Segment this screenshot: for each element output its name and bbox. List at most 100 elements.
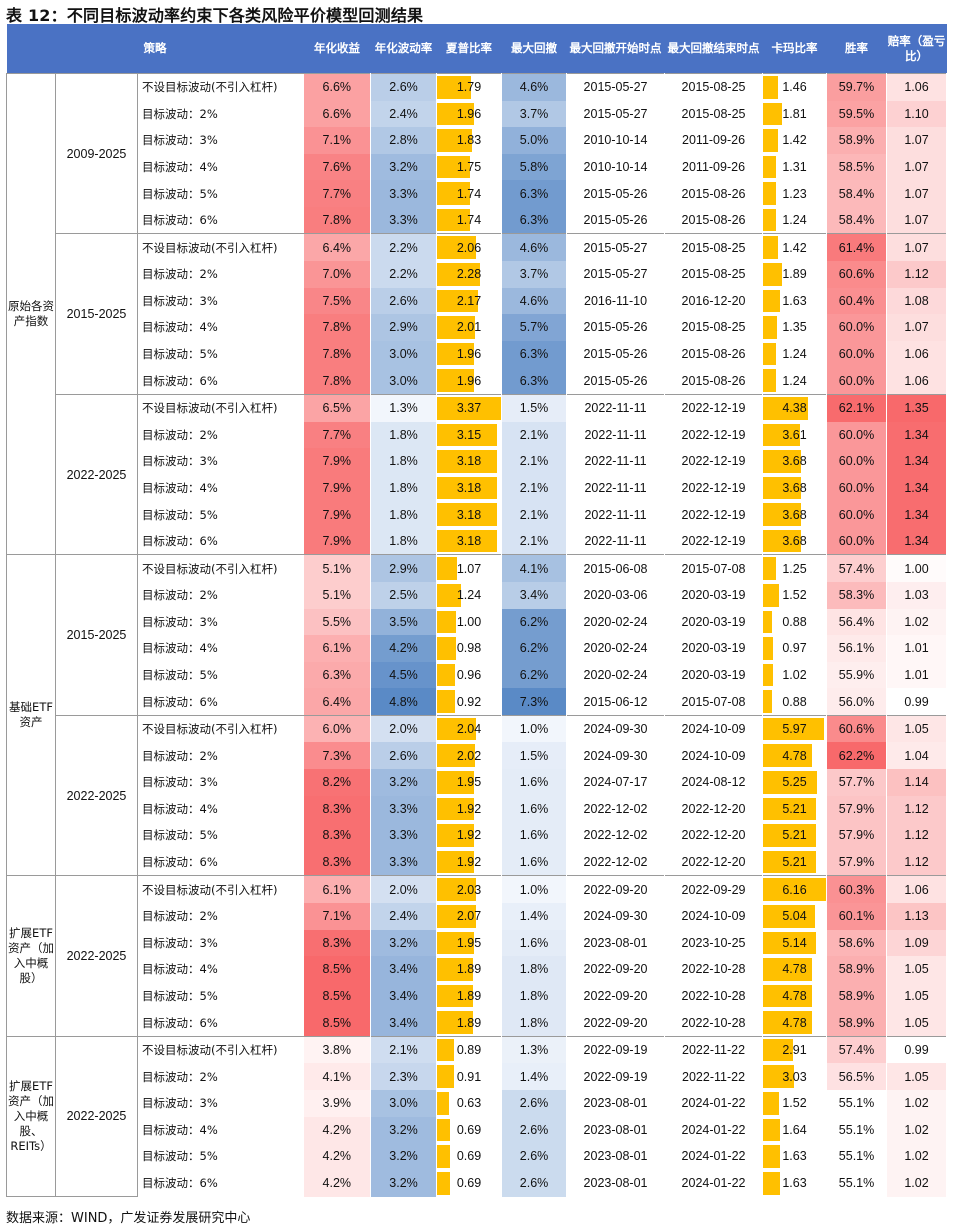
annual-volatility-cell: 2.5% (370, 581, 438, 609)
dd-start-cell: 2015-05-26 (566, 180, 666, 207)
strategy-cell: 目标波动：3% (142, 293, 218, 308)
calmar-ratio-cell: 5.21 (762, 848, 828, 876)
dd-end-cell: 2024-01-22 (664, 1089, 764, 1117)
annual-volatility-cell: 3.5% (370, 608, 438, 636)
sharpe-ratio-value: 1.24 (456, 588, 482, 603)
calmar-ratio-cell: 3.68 (762, 474, 828, 502)
table-row: 目标波动：2% 5.1% 2.5% 1.24 3.4% 2020-03-06 2020-03… (7, 581, 948, 609)
dd-end-cell: 2022-10-28 (664, 982, 764, 1010)
max-drawdown-cell: 5.0% (501, 127, 568, 154)
odds-cell: 1.35 (886, 393, 948, 422)
data-bar (763, 236, 778, 260)
dd-end-cell: 2022-12-19 (664, 527, 764, 555)
calmar-ratio-value: 4.78 (782, 962, 807, 977)
annual-volatility-cell: 3.4% (370, 956, 438, 983)
dd-end-cell: 2022-10-28 (664, 956, 764, 983)
dd-start-cell: 2015-06-08 (566, 554, 666, 582)
dd-start-cell: 2020-02-24 (566, 661, 666, 689)
table-row: 2022-2025 不设目标波动(不引入杠杆) 6.5% 1.3% 3.37 1.5% 20… (7, 393, 948, 556)
max-drawdown-cell: 2.1% (501, 421, 568, 449)
calmar-ratio-value: 5.21 (782, 828, 807, 843)
dd-end-cell: 2015-08-25 (664, 233, 764, 262)
table-row: 2022-2025 不设目标波动(不引入杠杆) 6.0% 2.0% 2.04 1.0% 20… (7, 714, 948, 877)
calmar-ratio-value: 1.23 (782, 186, 807, 201)
dd-start-cell: 2015-05-27 (566, 261, 666, 288)
annual-return-cell: 5.1% (303, 554, 372, 582)
max-drawdown-cell: 4.6% (501, 287, 568, 315)
table-row: 目标波动：4% 8.5% 3.4% 1.89 1.8% 2022-09-20 2022-10… (7, 956, 948, 983)
odds-cell: 1.05 (886, 956, 948, 983)
annual-volatility-cell: 2.9% (370, 554, 438, 582)
annual-volatility-cell: 3.3% (370, 206, 438, 234)
max-drawdown-cell: 1.3% (501, 1035, 568, 1064)
max-drawdown-cell: 1.6% (501, 848, 568, 876)
data-bar (437, 904, 477, 928)
dd-end-cell: 2015-08-25 (664, 314, 764, 341)
table-row: 目标波动：5% 8.5% 3.4% 1.89 1.8% 2022-09-20 2022-10… (7, 982, 948, 1010)
data-bar (763, 263, 783, 286)
dd-end-cell: 2015-08-25 (664, 261, 764, 288)
odds-cell: 1.34 (886, 527, 948, 555)
annual-return-cell: 6.4% (303, 233, 372, 262)
table-row: 扩展ETF资产（加入中概股） 2022-2025 不设目标波动(不引入杠杆) 6.1%… (6, 875, 948, 1037)
table-row: 目标波动：5% 7.7% 3.3% 1.74 6.3% 2015-05-26 2015-08… (7, 180, 948, 207)
data-bar (437, 289, 479, 313)
data-bar (437, 1118, 451, 1142)
calmar-ratio-cell: 4.78 (762, 742, 828, 770)
table-row: 目标波动：2% 4.1% 2.3% 0.91 1.4% 2022-09-19 2022-11… (7, 1063, 948, 1090)
calmar-ratio-value: 2.91 (782, 1043, 807, 1058)
dd-end-cell: 2011-09-26 (664, 127, 764, 154)
max-drawdown-cell: 6.2% (501, 608, 568, 636)
dd-end-cell: 2020-03-19 (664, 608, 764, 636)
strategy-cell: 目标波动：4% (142, 160, 218, 175)
max-drawdown-cell: 5.7% (501, 314, 568, 341)
data-bar (763, 1065, 795, 1088)
sharpe-ratio-cell: 3.37 (436, 393, 503, 422)
sharpe-ratio-value: 3.18 (456, 534, 482, 549)
sharpe-ratio-cell: 2.02 (436, 742, 503, 770)
dd-start-cell: 2015-05-26 (566, 314, 666, 341)
sharpe-ratio-cell: 1.89 (436, 982, 503, 1010)
data-bar (437, 76, 471, 99)
data-bar (437, 931, 475, 955)
calmar-ratio-cell: 1.25 (762, 554, 828, 582)
dd-start-cell: 2015-05-26 (566, 206, 666, 234)
strategy-cell: 不设目标波动(不引入杠杆) (137, 233, 304, 262)
data-bar (763, 797, 817, 821)
max-drawdown-cell: 1.4% (501, 902, 568, 930)
strategy-cell: 目标波动：5% (142, 347, 218, 362)
odds-cell: 0.99 (886, 688, 948, 716)
sharpe-ratio-value: 2.28 (456, 267, 482, 282)
max-drawdown-cell: 4.1% (501, 554, 568, 582)
calmar-ratio-value: 3.68 (782, 507, 807, 522)
dd-end-cell: 2020-03-19 (664, 581, 764, 609)
sharpe-ratio-cell: 2.04 (436, 714, 503, 743)
data-bar (437, 610, 457, 634)
strategy-cell: 不设目标波动(不引入杠杆) (137, 1035, 304, 1064)
table-row: 目标波动：6% 7.8% 3.0% 1.96 6.3% 2015-05-26 2015-08… (7, 367, 948, 395)
win-rate-cell: 57.9% (826, 848, 888, 876)
sharpe-ratio-value: 2.02 (456, 748, 482, 763)
odds-cell: 1.02 (886, 1143, 948, 1170)
dd-end-cell: 2022-12-19 (664, 421, 764, 449)
data-bar (763, 423, 800, 447)
table-row: 目标波动：5% 7.9% 1.8% 3.18 2.1% 2022-11-11 2022-12… (7, 501, 948, 528)
dd-end-cell: 2022-09-29 (664, 875, 764, 903)
dd-start-cell: 2022-12-02 (566, 822, 666, 849)
dd-end-cell: 2024-01-22 (664, 1169, 764, 1197)
odds-cell: 1.07 (886, 153, 948, 181)
dd-end-cell: 2015-07-08 (664, 688, 764, 716)
odds-cell: 1.03 (886, 581, 948, 609)
dd-start-cell: 2023-08-01 (566, 1143, 666, 1170)
calmar-ratio-value: 3.03 (782, 1069, 807, 1084)
header-annual-return: 年化收益 (303, 24, 371, 74)
calmar-ratio-value: 4.78 (782, 1015, 807, 1030)
sharpe-ratio-cell: 1.07 (436, 554, 503, 582)
win-rate-cell: 60.4% (826, 287, 888, 315)
sharpe-ratio-value: 0.63 (456, 1096, 482, 1111)
strategy-cell: 目标波动：6% (142, 373, 218, 388)
calmar-ratio-value: 3.61 (782, 427, 807, 442)
sharpe-ratio-value: 0.69 (456, 1122, 482, 1137)
odds-cell: 1.34 (886, 474, 948, 502)
annual-return-cell: 7.7% (303, 180, 372, 207)
